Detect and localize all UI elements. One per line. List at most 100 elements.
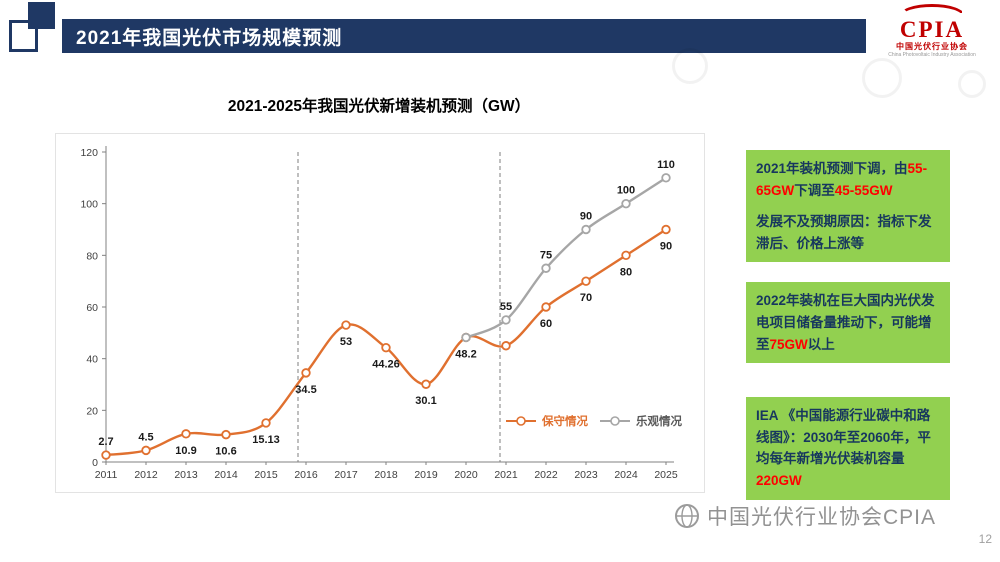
note-text: 2021年装机预测下调，由 (756, 161, 908, 176)
data-label: 90 (580, 211, 592, 223)
svg-text:2015: 2015 (254, 469, 278, 481)
svg-text:2018: 2018 (374, 469, 398, 481)
data-point (461, 332, 471, 343)
legend-label: 保守情况 (541, 414, 588, 428)
note-box: 2021年装机预测下调，由55-65GW下调至45-55GW 发展不及预期原因：指… (746, 150, 950, 263)
note-box: 2022年装机在巨大国内光伏发电项目储备量推动下，可能增至75GW以上 (746, 282, 950, 364)
data-point (581, 224, 591, 235)
data-point (501, 341, 511, 351)
data-label: 44.26 (372, 359, 400, 371)
data-label: 55 (500, 301, 512, 313)
svg-text:2022: 2022 (534, 469, 558, 481)
svg-text:2020: 2020 (454, 469, 478, 481)
chart-title: 2021-2025年我国光伏新增装机预测（GW） (227, 98, 531, 115)
data-label: 34.5 (295, 384, 316, 396)
svg-text:2017: 2017 (334, 469, 358, 481)
data-label: 60 (540, 318, 552, 330)
data-point (141, 445, 151, 456)
svg-text:2014: 2014 (214, 469, 238, 481)
note-text: IEA 《中国能源行业碳中和路线图》：2030年至2060年，平均每年新增光伏装… (756, 408, 931, 467)
data-point (181, 429, 191, 439)
slide-title-bar: 2021年我国光伏市场规模预测 (62, 19, 866, 53)
cpia-logo: CPIA 中国光伏行业协会 China Photovoltaic Industr… (872, 4, 992, 59)
svg-text:2023: 2023 (574, 469, 598, 481)
data-point (501, 315, 511, 325)
svg-text:2013: 2013 (174, 469, 198, 481)
note-highlight: 45-55GW (834, 182, 893, 198)
data-label: 2.7 (98, 436, 113, 448)
svg-text:2019: 2019 (414, 469, 438, 481)
svg-text:2024: 2024 (614, 469, 638, 481)
data-label: 53 (340, 336, 352, 348)
chart-frame: 0 20 40 60 80 100 120 2011 2012 2013 2014 2015 2016 2… (55, 133, 705, 493)
svg-text:100: 100 (80, 199, 98, 211)
chart-legend: 保守情况 乐观情况 (506, 414, 682, 428)
data-point (381, 342, 391, 353)
data-point (341, 320, 351, 330)
legend-label: 乐观情况 (636, 414, 682, 428)
data-label: 75 (540, 249, 552, 261)
cpia-logo-en: China Photovoltaic Industry Association (888, 52, 976, 59)
data-point (581, 276, 591, 286)
note-box: IEA 《中国能源行业碳中和路线图》：2030年至2060年，平均每年新增光伏装… (746, 397, 950, 500)
note-highlight: 75GW (769, 336, 808, 352)
data-label: 70 (580, 292, 592, 304)
notes-panel: 2021年装机预测下调，由55-65GW下调至45-55GW 发展不及预期原因：指… (746, 150, 950, 500)
data-point (261, 418, 271, 428)
svg-text:40: 40 (86, 354, 98, 366)
data-point (661, 224, 671, 235)
note-text: 下调至 (794, 182, 835, 198)
chart-series-conservative: 2.7 4.5 10.9 10.6 15.13 34.5 53 44.26 30.1 48.2 60… (98, 224, 672, 460)
note-text: 发展不及预期原因：指标下发滞后、价格上涨等 (756, 214, 932, 251)
forecast-divider-lines (297, 152, 501, 462)
svg-text:20: 20 (86, 405, 98, 417)
watermark-ring-icon (672, 48, 708, 84)
svg-text:120: 120 (80, 147, 98, 159)
data-label: 30.1 (415, 395, 436, 407)
page-number: 12 (978, 532, 992, 546)
note-highlight: 55-65GW (756, 161, 928, 198)
data-label: 10.6 (215, 446, 236, 458)
data-point (541, 302, 551, 312)
svg-text:2011: 2011 (95, 469, 118, 481)
note-text: 2022年装机在巨大国内光伏发电项目储备量推动下，可能增至 (756, 293, 935, 352)
watermark-text: 中国光伏行业协会CPIA (707, 506, 937, 529)
decor-square-outline (9, 20, 38, 52)
globe-icon (675, 504, 699, 528)
chart-series-optimistic: 55 75 90 100 110 (461, 159, 675, 343)
data-point (301, 368, 311, 378)
watermark-ring-icon (958, 70, 986, 98)
data-label: 10.9 (175, 445, 196, 457)
cpia-logo-text: CPIA (899, 17, 965, 42)
data-point (221, 429, 231, 440)
data-label: 110 (657, 159, 675, 171)
page-title: 2021年我国光伏市场规模预测 (76, 27, 343, 49)
data-point (621, 198, 631, 209)
watermark-ring-icon (862, 58, 902, 98)
data-label: 15.13 (252, 434, 280, 446)
data-label: 80 (620, 266, 632, 278)
note-highlight: 220GW (756, 472, 802, 488)
svg-text:2021: 2021 (494, 469, 518, 481)
svg-text:60: 60 (86, 302, 98, 314)
line-chart: 0 20 40 60 80 100 120 2011 2012 2013 2014 2015 2016 2… (80, 146, 682, 481)
data-label: 90 (660, 241, 672, 253)
note-text: 以上 (807, 336, 835, 352)
data-label: 48.2 (455, 348, 476, 360)
watermark: 中国光伏行业协会CPIA (674, 501, 936, 531)
data-label: 4.5 (138, 431, 153, 443)
decor-square-filled (28, 2, 55, 29)
series-line (465, 176, 667, 339)
svg-text:0: 0 (92, 457, 98, 469)
cpia-logo-arc-icon (899, 4, 965, 16)
svg-text:2016: 2016 (294, 469, 318, 481)
data-point (541, 263, 551, 273)
chart-axes: 0 20 40 60 80 100 120 2011 2012 2013 2014 2015 2016 2… (80, 146, 678, 481)
svg-text:2025: 2025 (654, 469, 678, 481)
data-label: 100 (617, 185, 635, 197)
data-point (661, 173, 671, 183)
data-point (421, 379, 431, 389)
data-point (621, 250, 631, 261)
svg-text:80: 80 (86, 250, 98, 262)
data-point (101, 450, 111, 460)
